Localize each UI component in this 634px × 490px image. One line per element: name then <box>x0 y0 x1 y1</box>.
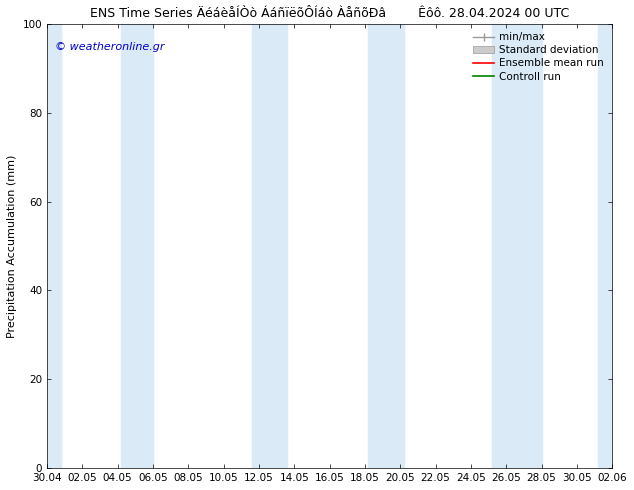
Legend: min/max, Standard deviation, Ensemble mean run, Controll run: min/max, Standard deviation, Ensemble me… <box>470 29 607 85</box>
Text: © weatheronline.gr: © weatheronline.gr <box>55 42 165 51</box>
Bar <box>598 24 626 468</box>
Bar <box>368 24 404 468</box>
Bar <box>252 24 287 468</box>
Bar <box>121 24 153 468</box>
Bar <box>492 24 541 468</box>
Title: ENS Time Series ÄéáèåÍÒò ÁáñïëõÔÍáò ÀåñõÐâ        Êôô. 28.04.2024 00 UTC: ENS Time Series ÄéáèåÍÒò ÁáñïëõÔÍáò Àåñõ… <box>90 7 569 20</box>
Bar <box>33 24 61 468</box>
Y-axis label: Precipitation Accumulation (mm): Precipitation Accumulation (mm) <box>7 154 17 338</box>
